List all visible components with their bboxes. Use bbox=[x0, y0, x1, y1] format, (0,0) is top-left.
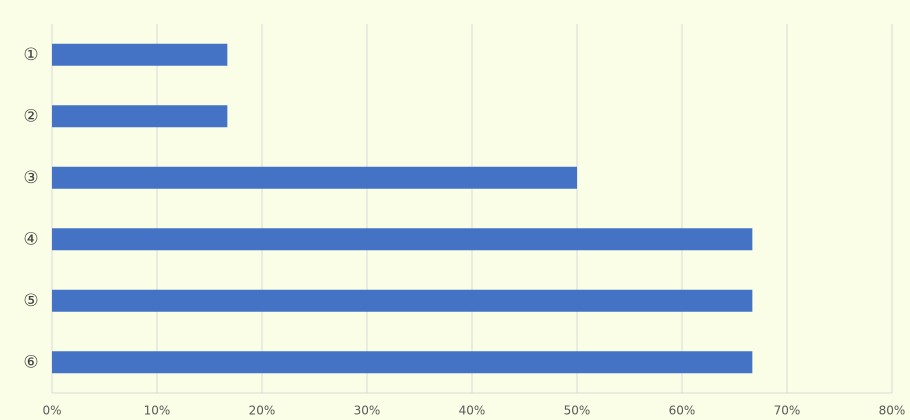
bar bbox=[52, 43, 228, 66]
bar bbox=[52, 166, 577, 189]
bar bbox=[52, 105, 228, 128]
bar bbox=[52, 289, 753, 312]
y-tick-label: ③ bbox=[23, 168, 38, 188]
y-tick-label: ② bbox=[23, 106, 38, 126]
y-tick-label: ⑥ bbox=[23, 352, 38, 372]
x-tick-label: 40% bbox=[459, 404, 486, 418]
x-tick-label: 30% bbox=[354, 404, 381, 418]
x-tick-label: 0% bbox=[42, 404, 61, 418]
x-tick-label: 60% bbox=[669, 404, 696, 418]
x-tick-label: 80% bbox=[879, 404, 906, 418]
x-tick-label: 50% bbox=[564, 404, 591, 418]
x-tick-label: 20% bbox=[249, 404, 276, 418]
y-tick-label: ① bbox=[23, 45, 38, 65]
bar bbox=[52, 351, 753, 374]
x-tick-label: 10% bbox=[144, 404, 171, 418]
y-tick-label: ④ bbox=[23, 229, 38, 249]
x-tick-label: 70% bbox=[774, 404, 801, 418]
y-tick-label: ⑤ bbox=[23, 291, 38, 311]
bar bbox=[52, 228, 753, 251]
